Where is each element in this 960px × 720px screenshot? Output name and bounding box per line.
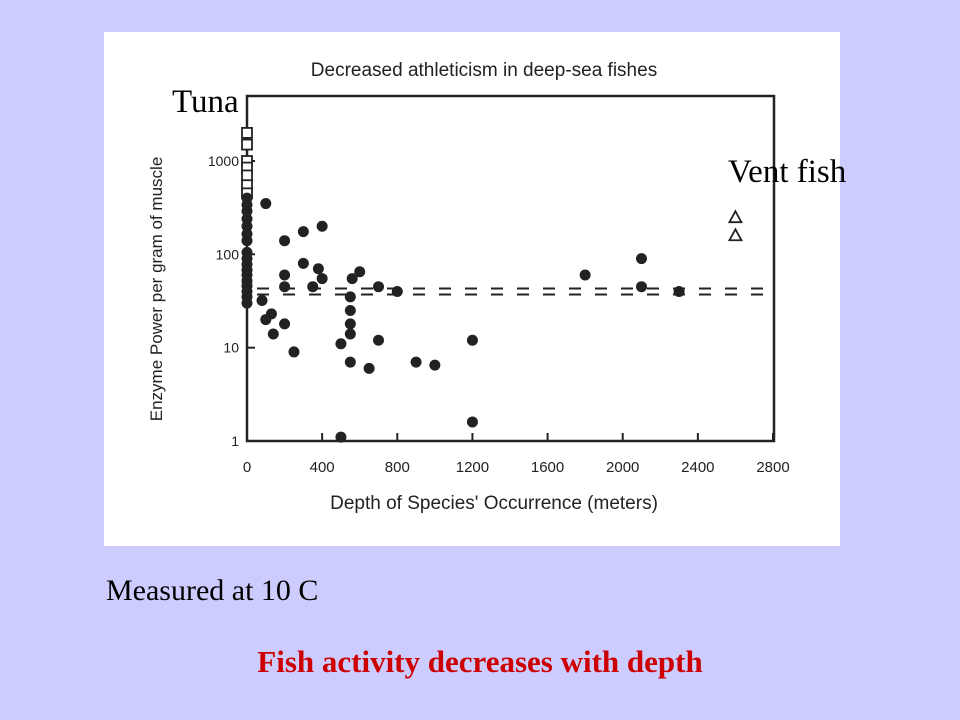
x-axis-label: Depth of Species' Occurrence (meters) [330, 493, 658, 514]
x-tick-label: 0 [243, 459, 251, 476]
data-point-square [241, 169, 253, 182]
data-point [363, 362, 375, 374]
y-tick-label: 100 [216, 246, 240, 262]
data-point [279, 269, 291, 281]
data-point [673, 285, 685, 297]
data-point [267, 328, 279, 340]
data-point [316, 220, 328, 232]
x-tick-label: 800 [385, 459, 410, 476]
data-point [288, 346, 300, 358]
data-point [466, 416, 478, 428]
y-tick-label: 1 [231, 433, 239, 449]
data-point [344, 291, 356, 303]
tuna-annotation: Tuna [172, 84, 239, 120]
x-tick-label: 400 [310, 459, 335, 476]
data-point [260, 198, 272, 210]
data-point [297, 257, 309, 269]
measurement-caption: Measured at 10 C [106, 574, 319, 607]
data-point [335, 431, 347, 443]
data-point [241, 297, 253, 309]
data-point [241, 220, 253, 232]
data-point [579, 269, 591, 281]
y-tick-label: 1000 [208, 153, 239, 169]
data-point [297, 226, 309, 238]
data-point [265, 308, 277, 320]
data-point [241, 235, 253, 247]
data-point [279, 235, 291, 247]
data-point [307, 281, 319, 293]
data-point [279, 318, 291, 330]
x-tick-label: 1600 [531, 459, 564, 476]
data-point-square [241, 138, 253, 151]
data-point [354, 266, 366, 278]
chart-title: Decreased athleticism in deep-sea fishes [311, 60, 657, 81]
data-point [636, 281, 647, 293]
data-point [279, 281, 291, 293]
y-tick-label: 10 [223, 340, 239, 356]
data-point-triangle [727, 209, 743, 224]
data-point [256, 295, 268, 307]
data-point [316, 273, 328, 285]
data-point [373, 281, 384, 293]
vent-fish-annotation: Vent fish [728, 154, 847, 190]
chart-panel: Decreased athleticism in deep-sea fishes… [104, 32, 840, 546]
data-point [373, 334, 384, 346]
x-tick-label: 1200 [456, 459, 489, 476]
data-point [429, 359, 441, 371]
data-point [466, 334, 478, 346]
data-point [335, 338, 347, 350]
data-point [636, 253, 647, 265]
y-axis-label: Enzyme Power per gram of muscle [147, 157, 166, 422]
data-point [344, 318, 356, 330]
data-point [410, 356, 422, 368]
conclusion-text: Fish activity decreases with depth [257, 644, 703, 679]
data-point [391, 285, 403, 297]
data-point [241, 205, 253, 217]
scatter-chart: Decreased athleticism in deep-sea fishes… [147, 60, 790, 514]
x-tick-label: 2000 [606, 459, 639, 476]
data-point [312, 263, 324, 275]
data-point [346, 273, 358, 285]
plot-frame [245, 94, 776, 443]
data-point [344, 305, 356, 317]
data-point-triangle [727, 227, 743, 242]
data-point-square [241, 127, 253, 139]
data-point [344, 328, 356, 340]
x-tick-label: 2400 [681, 459, 714, 476]
x-tick-label: 2800 [756, 459, 789, 476]
data-point [344, 356, 356, 368]
